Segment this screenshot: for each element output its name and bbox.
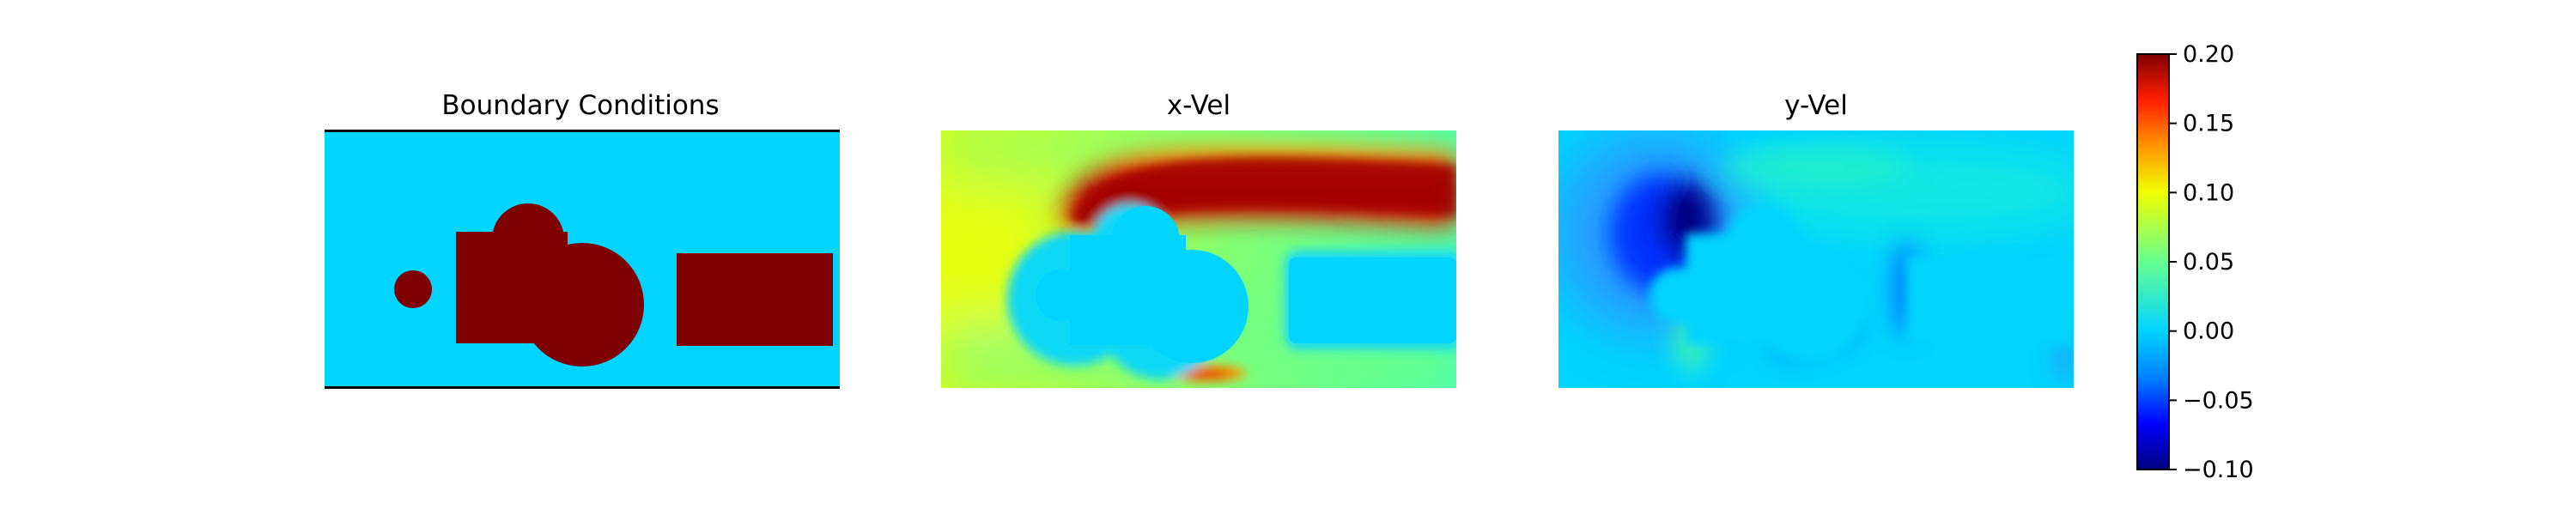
obstacle-shapes <box>394 203 833 367</box>
colorbar-gradient <box>2136 53 2170 470</box>
x-velocity-panel <box>941 130 1456 388</box>
colorbar-tick-label: −0.05 <box>2183 387 2254 414</box>
colorbar-ticks: 0.20 0.15 0.10 0.05 0.00 −0.05 −0.10 <box>2169 41 2254 483</box>
colorbar-tick-label: 0.15 <box>2183 111 2234 137</box>
colorbar-tick-label: 0.10 <box>2183 179 2234 206</box>
colorbar-tick-label: 0.20 <box>2183 41 2234 68</box>
y-velocity-panel <box>1558 130 2074 388</box>
colorbar-tick-label: 0.00 <box>2183 318 2234 345</box>
colorbar: 0.20 0.15 0.10 0.05 0.00 −0.05 −0.10 <box>2136 41 2254 483</box>
panel-title-boundary: Boundary Conditions <box>441 90 719 121</box>
panel-title-yvel: y-Vel <box>1784 90 1848 121</box>
colorbar-tick-label: 0.05 <box>2183 249 2234 276</box>
colorbar-tick-label: −0.10 <box>2183 457 2254 483</box>
boundary-conditions-panel <box>325 130 840 389</box>
panel-title-xvel: x-Vel <box>1167 90 1230 121</box>
